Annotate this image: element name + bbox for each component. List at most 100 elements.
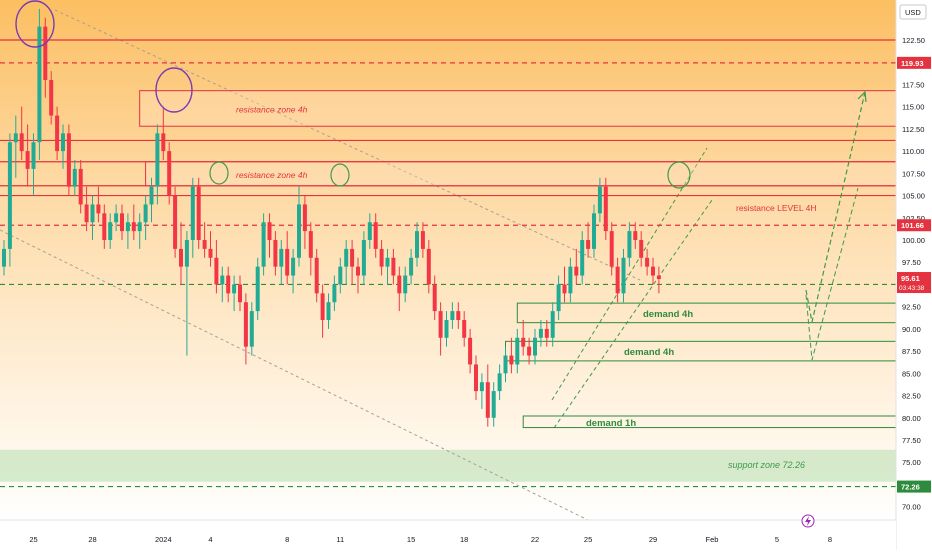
candle-body [143,204,148,223]
candle-body [78,168,83,205]
y-tick-label: 97.50 [902,258,921,267]
candle-body [37,26,42,143]
candle-body [291,257,296,276]
channel-upper-line [54,9,641,281]
candle-body [261,222,266,267]
candle-body [656,275,661,280]
y-tick-label: 82.50 [902,392,921,401]
candle-body [155,133,160,187]
candle-body [55,115,60,152]
candle-body [25,151,30,169]
candle-body [161,133,166,152]
uptrend-channel-upper [551,147,708,401]
time-axis [0,520,896,550]
candle-body [49,80,54,116]
candle-body [432,284,437,312]
candle-body [308,231,313,258]
candle-body [43,26,48,81]
currency-badge[interactable] [899,4,927,20]
candle-body [214,257,219,285]
x-tick-label: 25 [29,535,37,544]
candle-body [297,204,301,258]
candle-body [249,311,254,347]
candle-body [415,231,419,258]
candle-body [302,204,307,232]
candle-body [409,257,414,276]
candle-body [255,266,260,312]
candle-body [125,222,130,232]
resistance-zone-label: resistance zone 4h [236,104,308,114]
y-tick-label: 107.50 [902,169,925,178]
price-badge-label: 119.93 [901,59,924,68]
x-tick-label: 28 [88,535,96,544]
swing-high-circle [155,67,193,113]
candle-body [326,302,331,320]
touch-circle [667,161,691,189]
candle-body [544,328,549,338]
candle-body [179,248,183,267]
candle-body [550,311,555,338]
y-tick-label: 105.00 [902,192,925,201]
candle-body [149,186,154,205]
candle-body [509,355,514,365]
y-tick-label: 102.50 [902,214,925,223]
price-badge-label: 72.26 [901,483,920,492]
candle-body [574,266,579,276]
y-tick-label: 115.00 [902,103,924,112]
candle-body [450,311,455,320]
candle-body [279,248,284,267]
candle-body [645,257,650,267]
candle-body [426,248,431,285]
y-tick-label: 77.50 [902,436,921,445]
demand-zone-label: demand 4h [643,309,693,320]
candle-body [61,133,65,152]
candle-body [226,275,231,294]
candle-body [314,257,319,294]
candle-body [491,391,496,418]
candle-body [403,275,408,294]
projection-arrowhead [857,90,867,103]
candle-body [238,284,242,303]
candle-body [503,355,508,374]
y-tick-label: 90.00 [902,325,921,334]
candle-body [420,231,425,249]
candle-body [615,266,620,294]
candle-body [639,240,644,258]
lightning-glyph [805,516,811,526]
candle-body [385,257,390,267]
y-tick-label: 110.00 [902,147,924,156]
candle-body [344,248,349,267]
x-tick-label: 22 [531,535,539,544]
x-tick-label: 4 [208,535,212,544]
candle-body [397,275,402,294]
candle-body [373,222,378,249]
candle-body [114,213,119,223]
candle-body [196,186,201,240]
resistance-zone-label: resistance zone 4h [236,170,308,180]
candle-body [521,337,526,347]
y-tick-label: 122.50 [902,36,925,45]
candle-body [533,337,537,356]
y-tick-label: 85.00 [902,369,921,378]
candle-body [592,213,596,249]
y-tick-label: 75.00 [902,458,921,467]
candle-body [220,275,225,285]
support-zone-label: support zone 72.26 [728,460,805,470]
candle-body [267,222,272,240]
candle-body [19,133,24,152]
demand-zone-label: demand 1h [586,418,636,429]
swing-high-circle [15,0,55,48]
candle-body [338,266,343,285]
candle-body [456,311,461,320]
candle-body [379,248,384,267]
candle-body [538,328,543,338]
last-price-badge [897,272,931,294]
candle-body [556,284,561,312]
resistance-level-label: resistance LEVEL 4H [736,203,816,213]
y-tick-label: 87.50 [902,347,921,356]
candle-body [184,240,189,267]
currency-label: USD [905,8,921,17]
candle-body [102,213,107,240]
